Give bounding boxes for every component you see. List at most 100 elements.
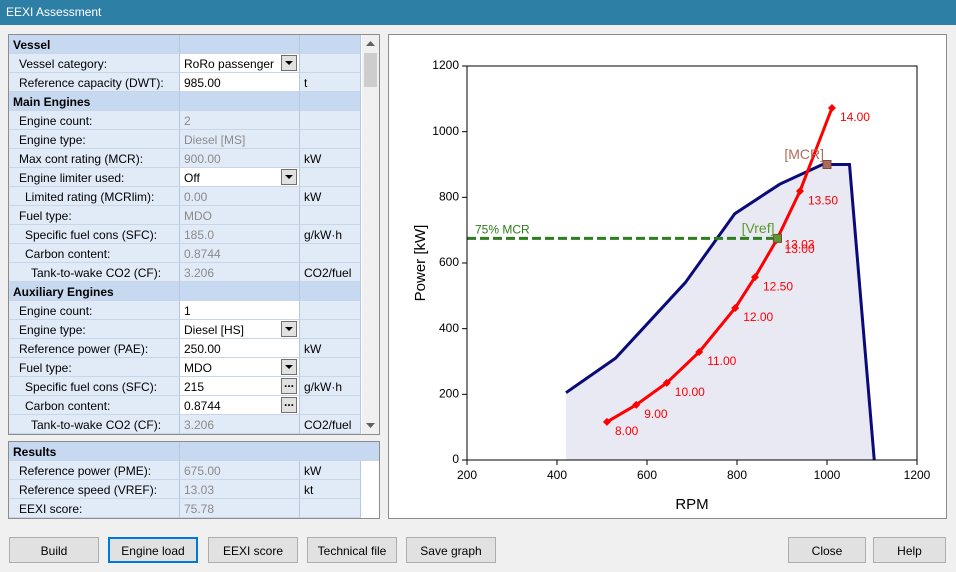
section-header: Vessel (9, 35, 180, 54)
row-label: Specific fuel cons (SFC): (9, 225, 180, 244)
property-grid[interactable]: Vessel Vessel category: RoRo passenger Refe… (8, 34, 380, 435)
row-value[interactable]: Diesel [HS] (180, 320, 300, 339)
combo-button[interactable] (281, 359, 297, 375)
button[interactable]: Help (873, 537, 946, 563)
combo-arrow (285, 365, 293, 369)
point-label: 12.00 (743, 310, 773, 324)
y-tick-label: 1000 (432, 124, 459, 138)
row-value: Diesel [MS] (180, 130, 300, 149)
value-text: 0.8744 (184, 247, 221, 261)
value-text[interactable]: 215 (184, 380, 205, 394)
y-tick-label: 1200 (432, 58, 459, 72)
y-tick-label: 0 (452, 452, 459, 466)
section-header: Auxiliary Engines (9, 282, 180, 301)
value-text: 185.0 (184, 228, 215, 242)
marker-label: [MCR] (784, 146, 824, 162)
point-label: 10.00 (675, 385, 705, 399)
row-value[interactable]: 250.00 (180, 339, 300, 358)
value-text[interactable]: RoRo passenger (184, 57, 275, 71)
row-label: Engine count: (9, 301, 180, 320)
point-label: 13.00 (785, 242, 815, 256)
point-label: 8.00 (615, 424, 639, 438)
unit-text: g/kW·h (304, 380, 343, 394)
combo-arrow (285, 61, 293, 65)
unit-text: kW (304, 190, 322, 204)
combo-button[interactable] (281, 169, 297, 185)
row-label: Tank-to-wake CO2 (CF): (9, 415, 180, 434)
row-unit: kW (300, 149, 361, 168)
scroll-down[interactable] (366, 423, 375, 428)
value-text: 0.00 (184, 190, 208, 204)
section-header-fill (180, 282, 300, 301)
reference-label: 75% MCR (475, 223, 530, 237)
point-marker (632, 400, 641, 409)
row-value: 0.8744 (180, 244, 300, 263)
scroll-up[interactable] (366, 41, 375, 46)
combo-button[interactable] (281, 321, 297, 337)
point-label: 14.00 (840, 110, 870, 124)
row-value[interactable]: 1 (180, 301, 300, 320)
unit-text: CO2/fuel (304, 266, 352, 280)
marker (822, 160, 832, 169)
value-text[interactable]: MDO (184, 361, 212, 375)
value-text[interactable]: 250.00 (184, 342, 221, 356)
row-value[interactable]: 985.00 (180, 73, 300, 92)
row-value[interactable]: RoRo passenger (180, 54, 300, 73)
point-label: 9.00 (644, 407, 668, 421)
row-label: Engine count: (9, 111, 180, 130)
point-marker (796, 187, 804, 196)
row-value[interactable]: Off (180, 168, 300, 187)
row-unit (300, 111, 361, 130)
section-header-fill (300, 282, 361, 301)
row-unit (300, 54, 361, 73)
results-grid: Results Reference power (PME): 675.00 kW Ref… (8, 441, 380, 519)
y-tick-label: 400 (439, 321, 459, 335)
series-line (565, 163, 876, 461)
value-text[interactable]: 1 (184, 304, 191, 318)
row-value[interactable]: 0.8744... (180, 396, 300, 415)
scrollbar[interactable] (362, 35, 379, 434)
value-text[interactable]: 0.8744 (184, 399, 221, 413)
value-text: 3.206 (184, 266, 215, 280)
row-label: Engine type: (9, 320, 180, 339)
row-value: 75.78 (180, 499, 300, 518)
button[interactable]: Build (9, 537, 99, 563)
point-marker (602, 417, 611, 426)
button[interactable]: Save graph (406, 537, 496, 563)
button[interactable]: Technical file (307, 537, 397, 563)
button[interactable]: EEXI score (208, 537, 298, 563)
scroll-thumb[interactable] (364, 53, 377, 87)
row-label: Limited rating (MCRlim): (9, 187, 180, 206)
row-unit: kW (300, 339, 361, 358)
x-axis-label: RPM (675, 496, 708, 513)
button[interactable]: Engine load (108, 537, 198, 563)
row-value: MDO (180, 206, 300, 225)
row-value[interactable]: MDO (180, 358, 300, 377)
scroll-track (362, 35, 379, 434)
marker-label: [Vref] (742, 220, 775, 236)
row-value[interactable]: 215... (180, 377, 300, 396)
row-label: Reference power (PME): (9, 461, 180, 480)
combo-button[interactable] (281, 55, 297, 71)
row-value: 900.00 (180, 149, 300, 168)
window-title: EEXI Assessment (0, 0, 956, 25)
y-tick-label: 200 (439, 387, 459, 401)
row-value: 3.206 (180, 263, 300, 282)
ellipsis-button[interactable]: ... (281, 396, 297, 413)
point-marker (695, 347, 704, 356)
ellipsis-button[interactable]: ... (281, 377, 297, 394)
row-unit (300, 358, 361, 377)
section-header: Results (9, 442, 180, 461)
chart-panel: 200 400 600 800 1000 1200 0 200 400 600 800 1000 120… (388, 34, 947, 519)
value-text[interactable]: Diesel [HS] (184, 323, 245, 337)
row-label: Reference power (PAE): (9, 339, 180, 358)
section-header: Main Engines (9, 92, 180, 111)
value-text[interactable]: 985.00 (184, 76, 221, 90)
unit-text: kW (304, 464, 322, 478)
button[interactable]: Close (788, 537, 866, 563)
value-text[interactable]: Off (184, 171, 200, 185)
row-value: 3.206 (180, 415, 300, 434)
combo-arrow (285, 327, 293, 331)
row-label: Carbon content: (9, 244, 180, 263)
